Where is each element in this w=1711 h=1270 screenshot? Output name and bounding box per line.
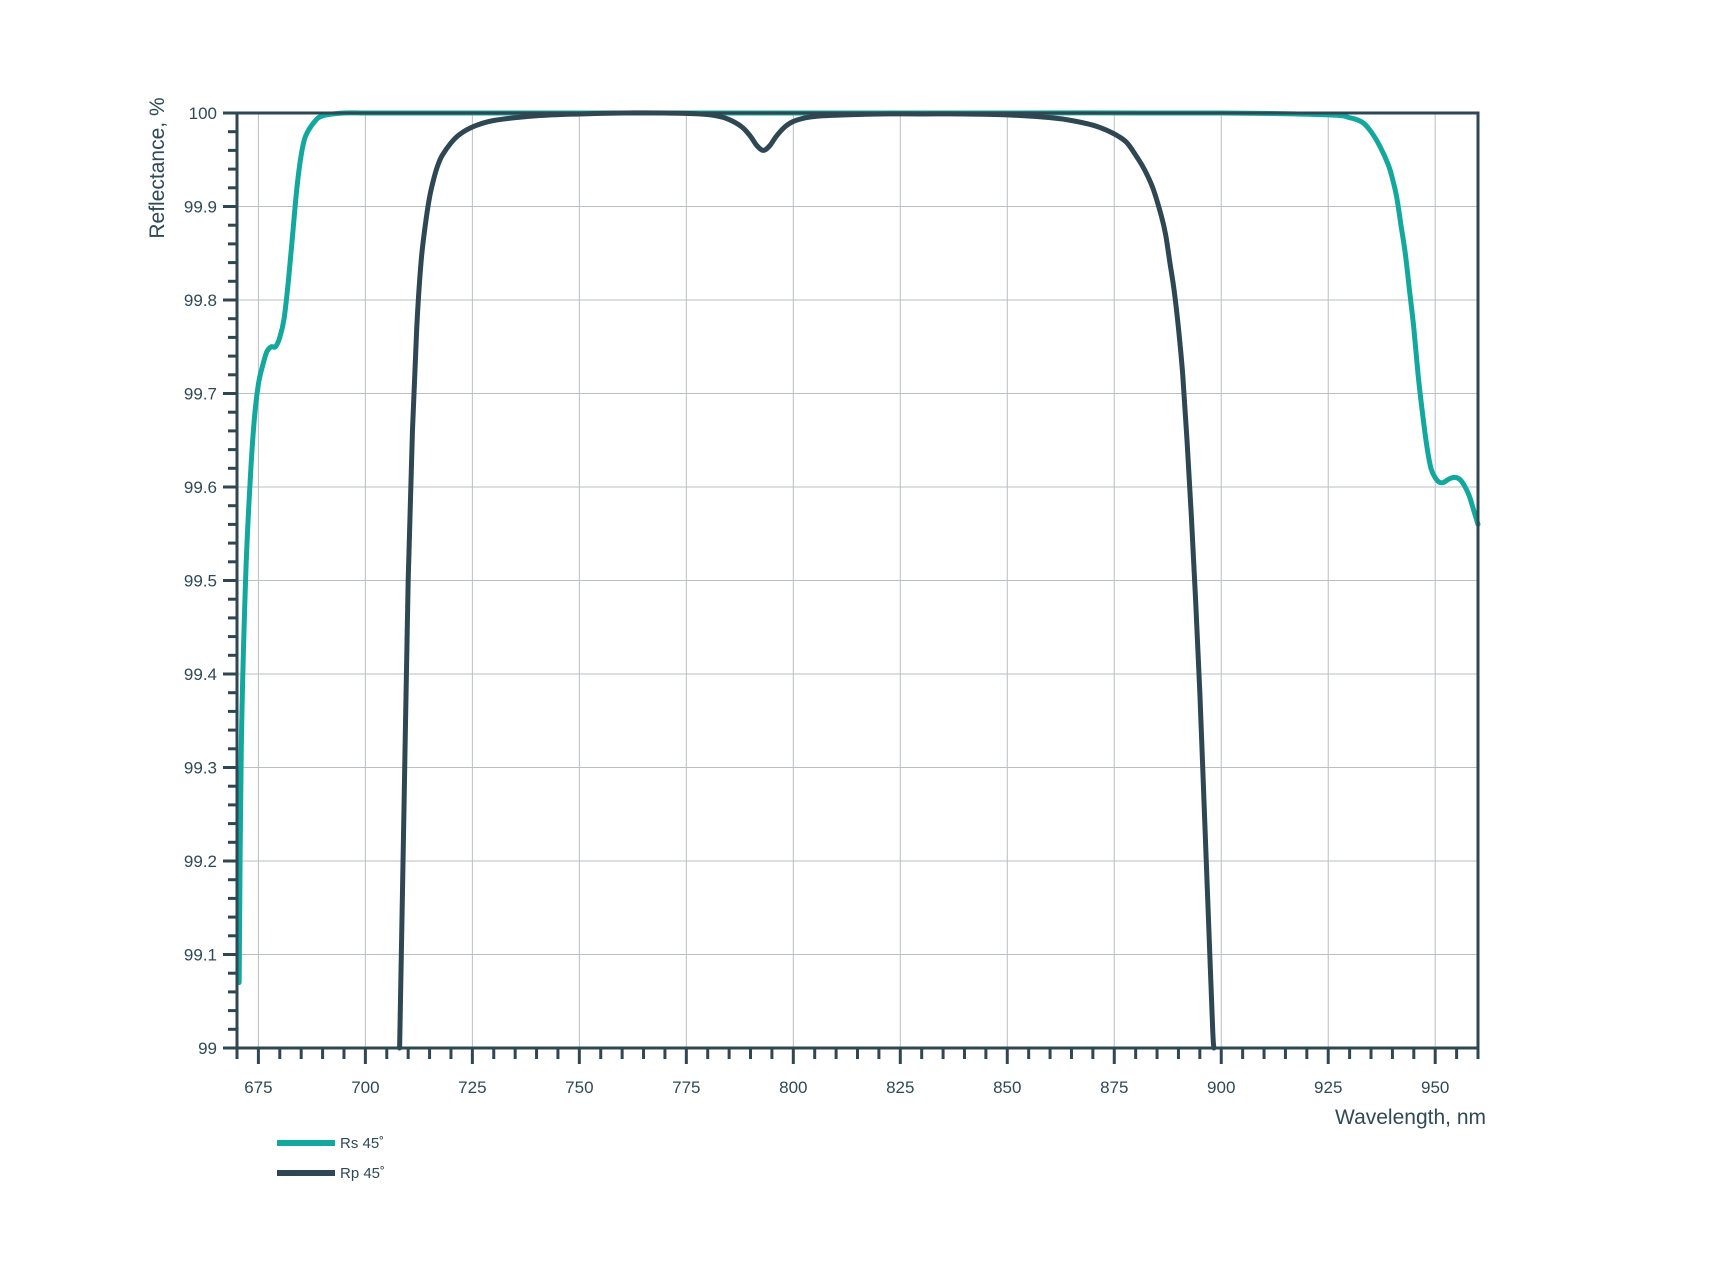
x-tick-labels: 675 700 725 750 775 800 825 850 875 900 925 950 xyxy=(244,1078,1449,1097)
y-tick-label: 99.2 xyxy=(184,852,217,871)
x-tick-label: 750 xyxy=(565,1078,593,1097)
y-tick-label: 99 xyxy=(198,1039,217,1058)
x-tick-label: 675 xyxy=(244,1078,272,1097)
y-tick-label: 99.3 xyxy=(184,759,217,778)
x-axis-title: Wavelength, nm xyxy=(1335,1106,1486,1129)
x-tick-label: 825 xyxy=(886,1078,914,1097)
x-tick-label: 775 xyxy=(672,1078,700,1097)
y-tick-label: 99.7 xyxy=(184,385,217,404)
x-tick-label: 875 xyxy=(1100,1078,1128,1097)
rp-45-curve xyxy=(397,110,1217,1051)
y-tick-label: 99.8 xyxy=(184,291,217,310)
x-tick-label: 800 xyxy=(779,1078,807,1097)
x-tick-label: 900 xyxy=(1207,1078,1235,1097)
legend: Rs 45˚ Rp 45˚ xyxy=(277,1135,385,1182)
y-tick-label: 99.5 xyxy=(184,572,217,591)
y-tick-label: 99.6 xyxy=(184,478,217,497)
legend-label-rp: Rp 45˚ xyxy=(340,1165,385,1182)
legend-label-rs: Rs 45˚ xyxy=(340,1135,384,1152)
y-tick-label: 99.4 xyxy=(184,665,217,684)
x-tick-label: 950 xyxy=(1421,1078,1449,1097)
y-tick-label: 100 xyxy=(189,104,217,123)
y-tick-label: 99.9 xyxy=(184,198,217,217)
x-tick-label: 925 xyxy=(1314,1078,1342,1097)
x-tick-label: 700 xyxy=(351,1078,379,1097)
x-tick-label: 725 xyxy=(458,1078,486,1097)
x-tick-label: 850 xyxy=(993,1078,1021,1097)
axis-ticks xyxy=(223,111,1480,1064)
y-axis-title: Reflectance, % xyxy=(146,97,169,238)
y-tick-label: 99.1 xyxy=(184,946,217,965)
y-tick-labels: 99 99.1 99.2 99.3 99.4 99.5 99.6 99.7 99.8 99.9 10… xyxy=(184,104,217,1058)
